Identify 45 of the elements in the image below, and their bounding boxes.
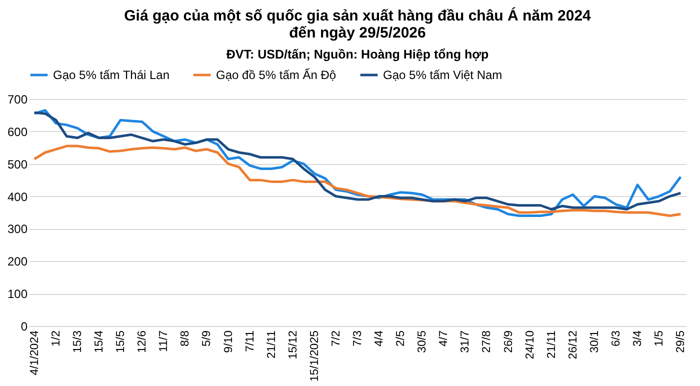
x-tick-label: 21/11: [266, 330, 278, 358]
legend-label: Gạo 5% tấm Việt Nam: [383, 68, 502, 82]
x-tick-label: 7/2: [330, 330, 342, 346]
y-tick-label: 100: [7, 287, 28, 302]
y-tick-label: 700: [7, 92, 28, 106]
x-tick-label: 26/9: [502, 330, 515, 353]
y-tick-label: 0: [20, 320, 28, 334]
y-tick-label: 600: [7, 124, 28, 139]
x-tick-label: 21/11: [546, 330, 558, 358]
x-tick-label: 15/12: [287, 330, 300, 360]
x-tick-label: 30/5: [416, 330, 429, 353]
x-tick-label: 15/3: [72, 330, 84, 353]
x-tick-label: 30/1: [588, 330, 601, 353]
x-tick-label: 15/5: [115, 330, 128, 353]
y-tick-label: 500: [7, 157, 28, 172]
x-tick-label: 1/2: [50, 330, 62, 346]
x-tick-label: 1/5: [654, 330, 666, 346]
x-tick-label: 3/4: [632, 330, 644, 346]
y-tick-label: 200: [7, 254, 28, 269]
x-tick-label: 4/1/2024: [28, 330, 41, 376]
x-tick-label: 29/5: [675, 330, 688, 353]
x-tick-label: 2/5: [395, 330, 408, 346]
line-series: [33, 144, 682, 217]
x-tick-label: 7/3: [352, 330, 364, 346]
x-tick-label: 31/7: [460, 330, 472, 353]
x-tick-label: 7/11: [244, 330, 256, 352]
x-tick-label: 5/9: [201, 330, 214, 346]
y-tick-label: 400: [7, 190, 28, 204]
chart-title: Giá gạo của một số quốc gia sản xuất hàng đầu châu Á năm 2024 đến ngày 29/5/2026: [124, 6, 592, 42]
x-tick-label: 11/7: [158, 330, 170, 352]
x-tick-label: 15/4: [94, 330, 106, 353]
legend-label: Gạo 5% tấm Thái Lan: [53, 68, 170, 82]
x-tick-label: 12/6: [136, 330, 149, 353]
chart-subtitle: ĐVT: USD/tấn; Nguồn: Hoàng Hiệp tổng hợp: [226, 48, 490, 62]
x-tick-label: 15/1/2025: [308, 330, 321, 382]
y-tick-label: 300: [7, 222, 28, 236]
x-tick-label: 27/8: [481, 330, 494, 353]
x-tick-label: 9/10: [222, 330, 235, 353]
x-tick-label: 4/4: [374, 330, 386, 346]
x-tick-label: 6/3: [610, 330, 622, 346]
x-tick-label: 24/10: [524, 330, 536, 360]
x-tick-label: 26/12: [567, 330, 580, 360]
legend-label: Gạo đồ 5% tấm Ấn Độ: [216, 68, 336, 82]
x-tick-label: 8/8: [180, 330, 192, 346]
x-tick-label: 4/7: [438, 330, 450, 346]
